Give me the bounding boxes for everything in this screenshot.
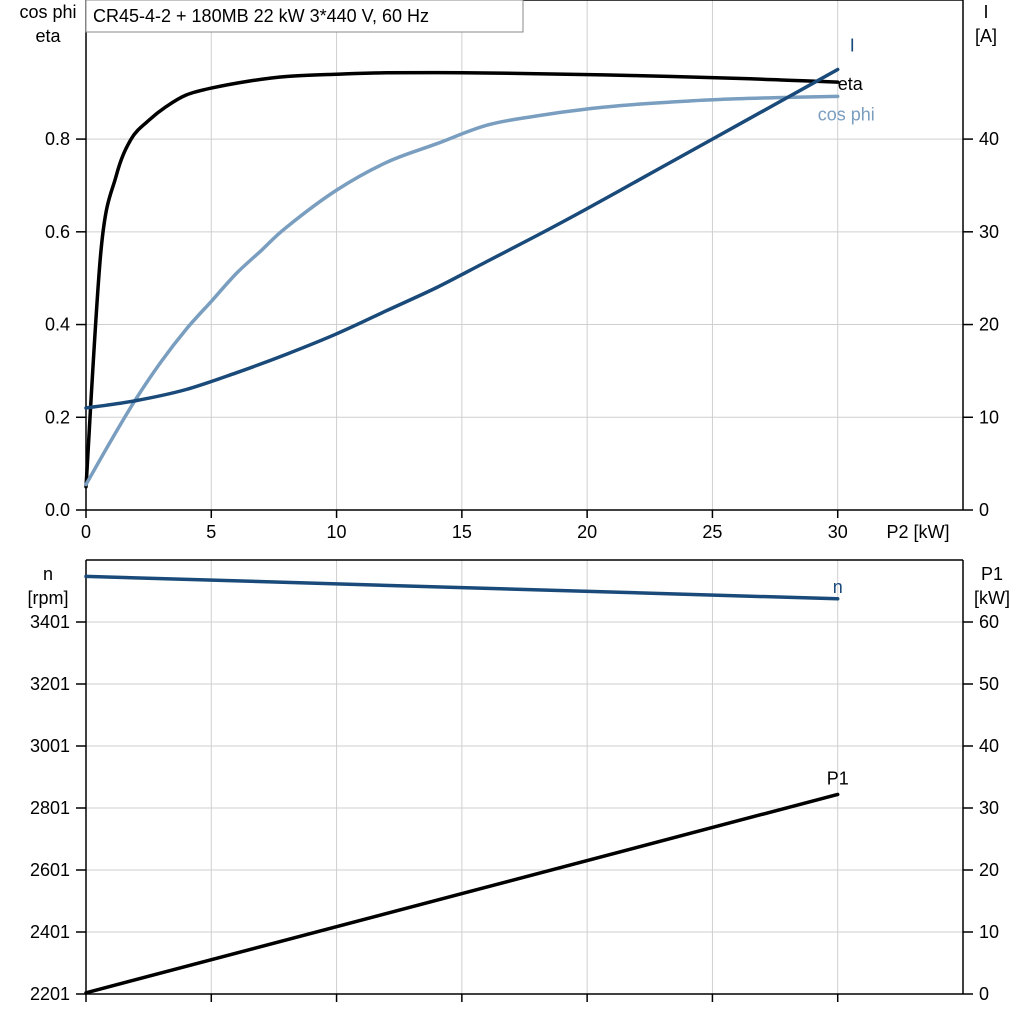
left-y-tick-label: 0.0 — [45, 500, 70, 520]
x-tick-label: 5 — [206, 522, 216, 542]
left-y-tick-label: 2601 — [30, 860, 70, 880]
right-y-tick-label: 40 — [979, 736, 999, 756]
x-tick-label: 10 — [327, 522, 347, 542]
curve-label-eta: eta — [838, 74, 864, 94]
right-axis-title-line1: P1 — [981, 564, 1003, 584]
right-y-tick-label: 0 — [979, 984, 989, 1004]
x-tick-label: 25 — [702, 522, 722, 542]
left-axis-title-line1: n — [43, 564, 53, 584]
left-y-tick-label: 3001 — [30, 736, 70, 756]
curve-label-I: I — [850, 36, 855, 56]
right-y-tick-label: 40 — [979, 129, 999, 149]
left-y-tick-label: 0.8 — [45, 129, 70, 149]
left-y-tick-label: 0.2 — [45, 407, 70, 427]
x-tick-label: 0 — [81, 522, 91, 542]
x-axis-label: P2 [kW] — [886, 522, 949, 542]
series-n-line — [84, 574, 840, 601]
series-I-line — [84, 67, 840, 410]
chart-title: CR45-4-2 + 180MB 22 kW 3*440 V, 60 Hz — [93, 6, 429, 26]
series-P1-line — [84, 792, 840, 995]
left-y-tick-label: 3401 — [30, 612, 70, 632]
right-axis-title-line1: I — [983, 2, 988, 22]
left-axis-title-line2: [rpm] — [27, 588, 68, 608]
left-axis-title-line1: cos phi — [19, 2, 76, 22]
curve-label-cos-phi: cos phi — [818, 104, 875, 124]
x-tick-label: 30 — [828, 522, 848, 542]
right-y-tick-label: 60 — [979, 612, 999, 632]
chart-title-box — [85, 0, 524, 33]
left-axis-title-line2: eta — [35, 26, 61, 46]
right-y-tick-label: 20 — [979, 315, 999, 335]
right-y-tick-label: 0 — [979, 500, 989, 520]
x-tick-label: 15 — [452, 522, 472, 542]
left-y-tick-label: 3201 — [30, 674, 70, 694]
series-cos-phi-line — [84, 94, 840, 487]
left-y-tick-label: 0.4 — [45, 315, 70, 335]
curve-label-n: n — [833, 577, 843, 597]
right-axis-title-line2: [kW] — [974, 588, 1010, 608]
series-eta-line — [84, 70, 840, 489]
left-y-tick-label: 0.6 — [45, 222, 70, 242]
right-y-tick-label: 30 — [979, 222, 999, 242]
right-axis-title-line2: [A] — [975, 26, 997, 46]
right-y-tick-label: 10 — [979, 407, 999, 427]
left-y-tick-label: 2801 — [30, 798, 70, 818]
left-y-tick-label: 2201 — [30, 984, 70, 1004]
right-y-tick-label: 10 — [979, 922, 999, 942]
right-y-tick-label: 20 — [979, 860, 999, 880]
right-y-tick-label: 30 — [979, 798, 999, 818]
x-tick-label: 20 — [577, 522, 597, 542]
right-y-tick-label: 50 — [979, 674, 999, 694]
left-y-tick-label: 2401 — [30, 922, 70, 942]
curve-label-P1: P1 — [827, 768, 849, 788]
